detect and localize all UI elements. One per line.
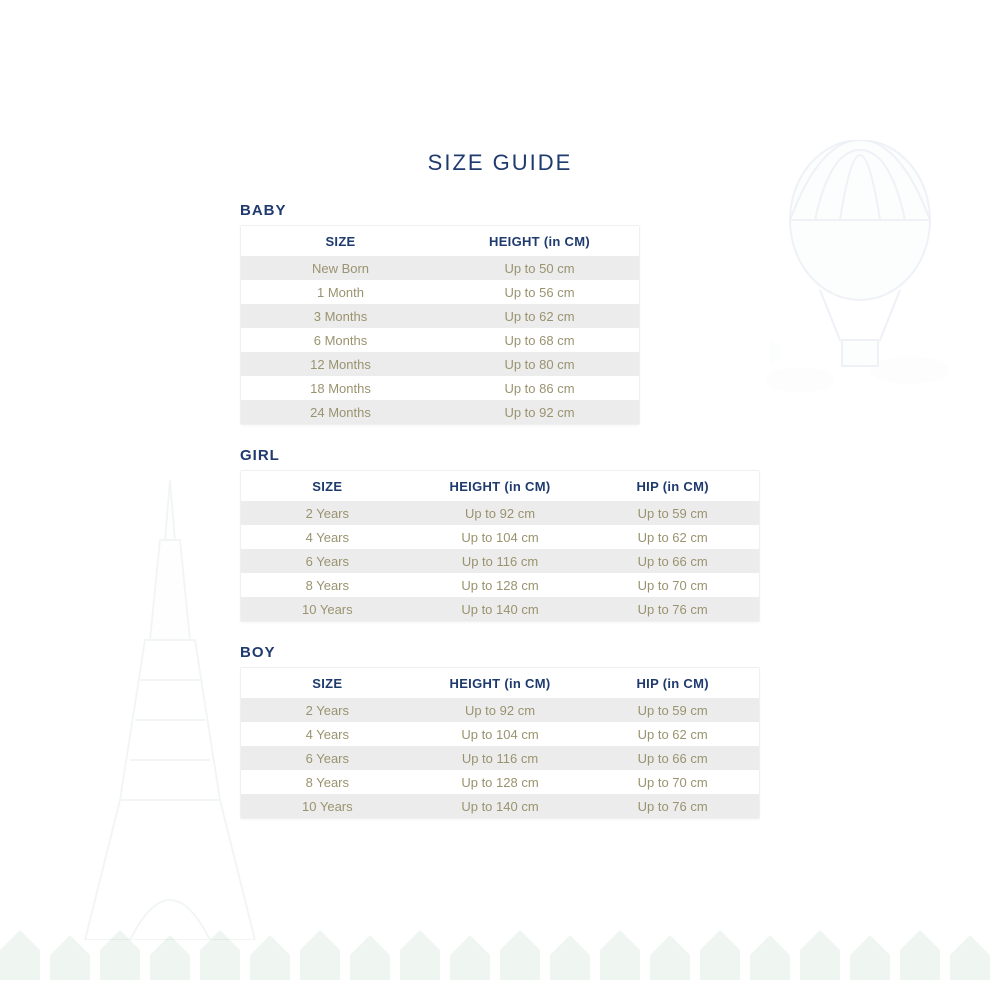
table-row: 12 MonthsUp to 80 cm	[241, 352, 639, 376]
table-header-row: SIZEHEIGHT (in CM)HIP (in CM)	[241, 668, 759, 698]
section-title: BOY	[240, 644, 760, 661]
page-title: SIZE GUIDE	[428, 150, 573, 176]
table-header-cell: HIP (in CM)	[586, 676, 759, 691]
table-row: 3 MonthsUp to 62 cm	[241, 304, 639, 328]
table-cell: Up to 68 cm	[440, 333, 639, 348]
table-row: 8 YearsUp to 128 cmUp to 70 cm	[241, 770, 759, 794]
table-cell: 3 Months	[241, 309, 440, 324]
table-row: 6 YearsUp to 116 cmUp to 66 cm	[241, 746, 759, 770]
table-cell: 10 Years	[241, 602, 414, 617]
table-row: 2 YearsUp to 92 cmUp to 59 cm	[241, 501, 759, 525]
table-cell: Up to 62 cm	[440, 309, 639, 324]
table-header-cell: HIP (in CM)	[586, 479, 759, 494]
table-cell: Up to 76 cm	[586, 799, 759, 814]
table-row: 10 YearsUp to 140 cmUp to 76 cm	[241, 794, 759, 818]
table-cell: Up to 66 cm	[586, 554, 759, 569]
table-cell: Up to 128 cm	[414, 775, 587, 790]
size-table: SIZEHEIGHT (in CM)New BornUp to 50 cm1 M…	[240, 225, 640, 425]
table-cell: Up to 116 cm	[414, 554, 587, 569]
size-guide-page: SIZE GUIDE BABYSIZEHEIGHT (in CM)New Bor…	[0, 0, 1000, 841]
table-cell: 6 Months	[241, 333, 440, 348]
size-table: SIZEHEIGHT (in CM)HIP (in CM)2 YearsUp t…	[240, 667, 760, 819]
table-cell: Up to 116 cm	[414, 751, 587, 766]
table-row: 4 YearsUp to 104 cmUp to 62 cm	[241, 722, 759, 746]
table-header-row: SIZEHEIGHT (in CM)HIP (in CM)	[241, 471, 759, 501]
table-cell: Up to 92 cm	[414, 506, 587, 521]
table-cell: Up to 59 cm	[586, 506, 759, 521]
table-cell: 10 Years	[241, 799, 414, 814]
table-cell: Up to 92 cm	[440, 405, 639, 420]
table-cell: 2 Years	[241, 703, 414, 718]
table-cell: Up to 104 cm	[414, 727, 587, 742]
table-cell: Up to 128 cm	[414, 578, 587, 593]
table-cell: Up to 140 cm	[414, 602, 587, 617]
table-cell: Up to 70 cm	[586, 578, 759, 593]
table-cell: Up to 59 cm	[586, 703, 759, 718]
table-cell: Up to 80 cm	[440, 357, 639, 372]
table-cell: Up to 50 cm	[440, 261, 639, 276]
table-row: 4 YearsUp to 104 cmUp to 62 cm	[241, 525, 759, 549]
table-cell: 12 Months	[241, 357, 440, 372]
houses-border-illustration	[0, 920, 1000, 980]
table-cell: 2 Years	[241, 506, 414, 521]
table-cell: Up to 56 cm	[440, 285, 639, 300]
table-header-cell: SIZE	[241, 479, 414, 494]
section-title: GIRL	[240, 447, 760, 464]
table-header-row: SIZEHEIGHT (in CM)	[241, 226, 639, 256]
table-row: 18 MonthsUp to 86 cm	[241, 376, 639, 400]
table-row: 24 MonthsUp to 92 cm	[241, 400, 639, 424]
table-cell: 4 Years	[241, 727, 414, 742]
table-cell: Up to 104 cm	[414, 530, 587, 545]
table-cell: 8 Years	[241, 578, 414, 593]
table-cell: 4 Years	[241, 530, 414, 545]
table-cell: 24 Months	[241, 405, 440, 420]
table-header-cell: HEIGHT (in CM)	[440, 234, 639, 249]
size-table: SIZEHEIGHT (in CM)HIP (in CM)2 YearsUp t…	[240, 470, 760, 622]
table-header-cell: SIZE	[241, 234, 440, 249]
table-row: 6 YearsUp to 116 cmUp to 66 cm	[241, 549, 759, 573]
section-title: BABY	[240, 202, 760, 219]
table-cell: Up to 92 cm	[414, 703, 587, 718]
table-cell: Up to 62 cm	[586, 530, 759, 545]
table-row: 6 MonthsUp to 68 cm	[241, 328, 639, 352]
table-header-cell: SIZE	[241, 676, 414, 691]
table-cell: 8 Years	[241, 775, 414, 790]
table-cell: 18 Months	[241, 381, 440, 396]
table-header-cell: HEIGHT (in CM)	[414, 676, 587, 691]
table-cell: Up to 66 cm	[586, 751, 759, 766]
table-cell: Up to 70 cm	[586, 775, 759, 790]
table-cell: Up to 62 cm	[586, 727, 759, 742]
table-cell: 6 Years	[241, 751, 414, 766]
table-row: 2 YearsUp to 92 cmUp to 59 cm	[241, 698, 759, 722]
table-row: 1 MonthUp to 56 cm	[241, 280, 639, 304]
table-cell: 1 Month	[241, 285, 440, 300]
table-row: New BornUp to 50 cm	[241, 256, 639, 280]
table-cell: 6 Years	[241, 554, 414, 569]
table-cell: New Born	[241, 261, 440, 276]
table-row: 8 YearsUp to 128 cmUp to 70 cm	[241, 573, 759, 597]
table-row: 10 YearsUp to 140 cmUp to 76 cm	[241, 597, 759, 621]
table-header-cell: HEIGHT (in CM)	[414, 479, 587, 494]
table-cell: Up to 140 cm	[414, 799, 587, 814]
table-cell: Up to 86 cm	[440, 381, 639, 396]
table-cell: Up to 76 cm	[586, 602, 759, 617]
